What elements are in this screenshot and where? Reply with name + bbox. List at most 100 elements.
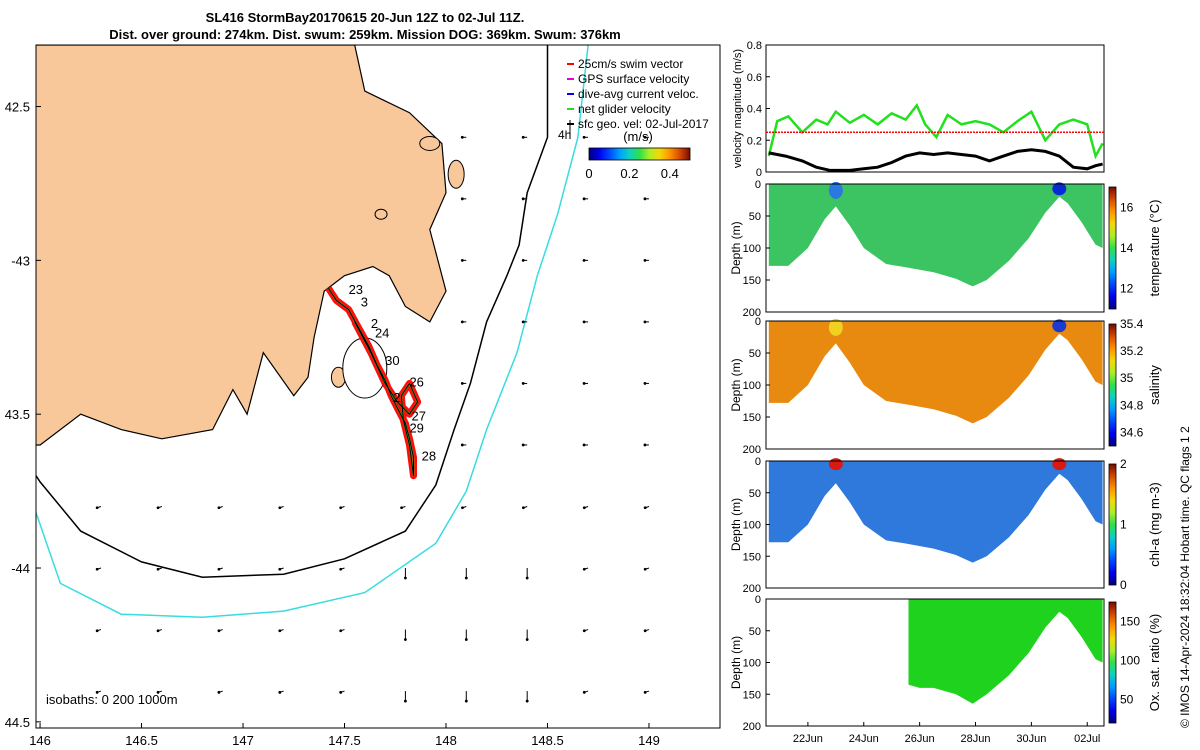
map-ytick-label-3: -44 [11,561,30,576]
map-ytick-label-0: 42.5 [5,100,30,115]
chlorophyll-ytick-label-1: 50 [749,488,761,500]
velocity-arrowhead-51 [582,567,586,571]
salinity-ytick-label-4: 200 [743,444,761,456]
track-day-label-8: 29 [409,421,423,436]
velocity-arrowhead-37 [521,320,525,324]
map-ytick-label-2: 43.5 [5,407,30,422]
velocity-arrowhead-10 [217,629,221,633]
velocity-arrowhead-0 [95,506,99,510]
velocity-arrowhead-53 [582,690,586,694]
oxygen-ytick-label-2: 100 [743,658,761,670]
velocity-arrowhead-47 [582,320,586,324]
copyright-credit: © IMOS 14-Apr-2024 18:32:04 Hobart time.… [1178,426,1192,728]
island-0 [419,135,441,151]
track-day-label-5: 26 [409,375,423,390]
velocity-arrowhead-14 [278,629,282,633]
temperature-feature-1 [1052,182,1067,196]
map-xtick-label-6: 149 [638,733,660,748]
velocity-arrowhead-28 [460,382,464,385]
map-colorbar-tick-2: 0.4 [661,166,679,181]
velocity-arrowhead-7 [156,690,160,694]
temperature-colorbar-tick-0: 12 [1120,282,1134,296]
velocity-arrowhead-15 [278,690,282,694]
velocity-arrowhead-3 [95,690,99,694]
oxygen-panel: 0 50 100 150 200 Depth (m) 50 100 150 Ox. sat. ra… [729,594,1162,733]
velocity-ytick-label-1: 0.2 [747,135,762,147]
scale-arrow-label: 4h [558,128,571,142]
figure-title-line1: SL416 StormBay20170615 20-Jun 12Z to 02-… [205,10,525,25]
salinity-ytick-label-2: 100 [743,380,761,392]
velocity-arrowhead-45 [582,197,586,201]
velocity-arrowhead-4 [156,506,160,510]
isobaths-label: isobaths: 0 200 1000m [46,692,178,707]
velocity-arrowhead-17 [339,567,343,571]
legend-label-2: dive-avg current veloc. [578,87,699,101]
velocity-arrowhead-55 [643,197,647,201]
temperature-ylabel: Depth (m) [729,221,743,274]
island-1 [447,159,465,189]
oxygen-ytick-label-1: 50 [749,626,761,638]
track-day-label-2: 2 [371,316,378,331]
temperature-ytick-label-4: 200 [743,307,761,319]
velocity-series-2 [768,148,1103,172]
oxygen-colorbar-tick-2: 150 [1120,615,1140,629]
chlorophyll-ytick-label-0: 0 [755,456,761,468]
velocity-arrowhead-13 [278,567,282,571]
map-xtick-label-2: 147 [232,733,254,748]
salinity-colorbar-tick-0: 34.6 [1120,425,1144,439]
oxygen-ytick-label-0: 0 [755,594,761,606]
oxygen-section [908,599,1103,704]
temperature-colorbar-label: temperature (°C) [1147,200,1162,297]
time-tick-label-2: 26Jun [905,733,935,745]
velocity-arrowhead-61 [643,567,647,571]
velocity-arrowhead-36 [521,258,525,262]
land-tasmania [36,45,447,446]
velocity-arrowhead-62 [643,629,647,633]
temperature-ytick-label-0: 0 [755,179,761,191]
chlorophyll-colorbar-tick-1: 1 [1120,518,1127,532]
chlorophyll-colorbar-label: chl-a (mg m-3) [1147,482,1162,567]
velocity-arrowhead-24 [460,135,464,139]
map-colorbar: (m/s) 0 0.2 0.4 [585,129,691,181]
track-day-label-9: 28 [422,448,436,463]
velocity-ytick-label-3: 0.6 [747,72,762,84]
map-xtick-label-0: 146 [29,733,51,748]
salinity-colorbar-tick-1: 34.8 [1120,398,1144,412]
track-day-label-0: 23 [349,282,363,297]
velocity-arrowhead-38 [521,382,525,385]
velocity-arrowhead-46 [582,258,586,262]
legend-label-3: net glider velocity [578,102,671,116]
velocity-arrowhead-58 [643,382,647,385]
velocity-arrowhead-19 [339,690,343,694]
time-tick-label-0: 22Jun [793,733,823,745]
map-xtick-label-1: 146.5 [125,733,158,748]
track-day-label-4: 30 [385,353,399,368]
velocity-arrowhead-52 [582,629,586,633]
velocity-arrowhead-59 [643,443,647,447]
velocity-ytick-label-0: 0 [756,167,762,179]
map-ytick-label-4: 44.5 [5,715,30,730]
velocity-arrowhead-40 [521,506,525,510]
track-day-label-1: 3 [361,295,368,310]
temperature-section [768,184,1103,287]
isobath-200m [36,45,549,578]
velocity-arrowhead-56 [643,258,647,262]
legend-label-4: sfc geo. vel: 02-Jul-2017 [578,117,709,131]
legend-label-1: GPS surface velocity [578,72,689,86]
oxygen-colorbar-tick-1: 100 [1120,654,1140,668]
chlorophyll-colorbar-tick-2: 2 [1120,457,1127,471]
temperature-colorbar [1108,186,1117,310]
velocity-arrowhead-5 [156,567,160,571]
velocity-arrowhead-33 [464,699,468,703]
isobath-1000m [36,45,589,618]
velocity-arrowhead-12 [278,506,282,510]
time-tick-label-1: 24Jun [849,733,879,745]
velocity-arrowhead-22 [404,638,407,641]
salinity-panel: 0 50 100 150 200 Depth (m) 34.6 34.8 35 35.2 35.4 s… [729,316,1162,456]
temperature-ytick-label-3: 150 [743,275,761,287]
velocity-ytick-label-2: 0.4 [747,104,762,116]
velocity-arrowhead-32 [464,638,468,641]
salinity-section [768,321,1103,424]
